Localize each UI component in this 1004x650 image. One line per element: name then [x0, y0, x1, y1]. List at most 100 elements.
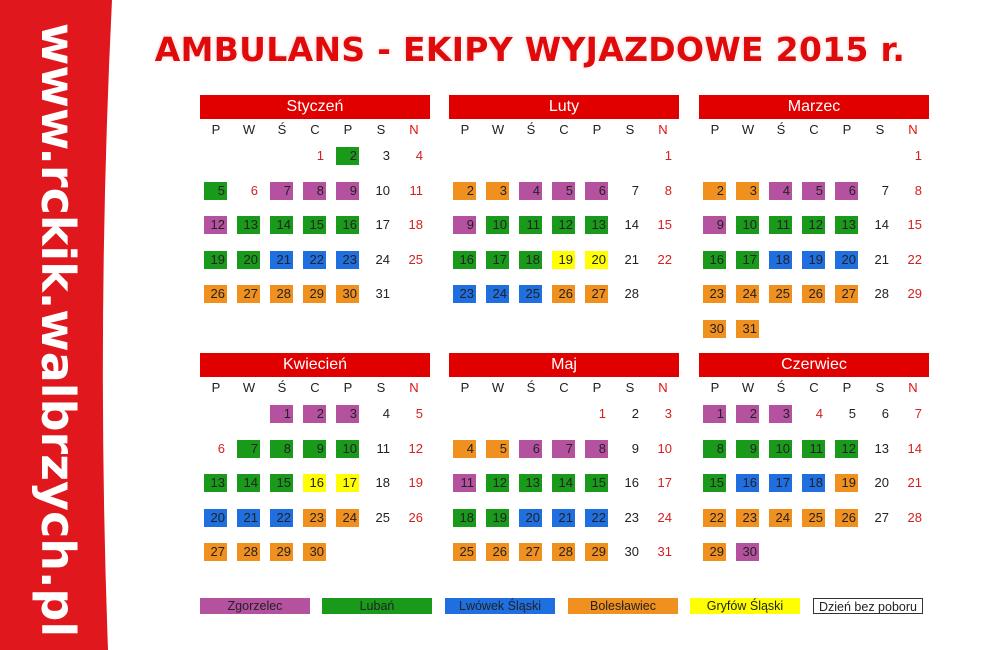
weekday-label: Ś	[277, 122, 287, 137]
weekday-label: P	[460, 122, 470, 137]
weekday-label: P	[460, 380, 470, 395]
day-cell: 12	[802, 216, 825, 234]
day-cell: 15	[657, 217, 672, 232]
day-cell: 25	[769, 285, 792, 303]
day-cell: 21	[624, 251, 639, 267]
weekday-label: C	[310, 380, 320, 395]
day-cell: 3	[382, 148, 390, 163]
day-cell: 20	[835, 250, 858, 269]
day-cell: 16	[336, 216, 359, 234]
day-cell: 31	[375, 286, 390, 301]
weekday-label: Ś	[776, 380, 786, 395]
day-cell: 3	[736, 181, 759, 200]
day-cell: 31	[736, 319, 759, 338]
day-cell: 15	[303, 216, 326, 234]
day-cell: 19	[552, 250, 575, 269]
day-cell: 21	[552, 508, 575, 527]
day-cell: 26	[204, 285, 227, 303]
weekday-label: C	[310, 122, 320, 137]
day-cell: 10	[657, 440, 672, 456]
day-cell: 20	[204, 508, 227, 527]
day-cell: 2	[736, 405, 759, 423]
day-cell: 12	[204, 216, 227, 234]
weekday-label: S	[625, 380, 635, 395]
day-cell: 7	[270, 181, 293, 200]
day-cell: 16	[453, 250, 476, 269]
day-cell: 23	[336, 250, 359, 269]
day-cell: 24	[375, 251, 390, 267]
day-cell: 11	[802, 439, 825, 458]
day-cell: 24	[657, 509, 672, 525]
day-cell: 6	[250, 182, 258, 198]
day-cell: 10	[769, 439, 792, 458]
day-cell: 30	[624, 544, 639, 559]
day-cell: 14	[270, 216, 293, 234]
day-cell: 28	[874, 286, 889, 301]
day-cell: 15	[270, 474, 293, 492]
day-cell: 16	[303, 474, 326, 492]
day-cell: 21	[270, 250, 293, 269]
weekday-label: S	[875, 380, 885, 395]
weekday-label: W	[242, 122, 256, 137]
day-cell: 12	[552, 216, 575, 234]
day-cell: 15	[907, 217, 922, 232]
day-cell: 19	[408, 475, 423, 490]
weekday-label: P	[592, 122, 602, 137]
weekday-label: N	[409, 122, 419, 137]
month-1: Luty P W Ś C P S N 1 2 3 4 5 6 7 8 9 10 11 12 13 14 15 16 17 18 19…	[449, 95, 679, 355]
day-cell: 16	[736, 474, 759, 492]
day-cell: 18	[408, 217, 423, 232]
day-cell: 7	[881, 182, 889, 198]
day-cell: 28	[624, 286, 639, 301]
weekday-label: W	[491, 122, 505, 137]
day-cell: 24	[769, 508, 792, 527]
day-cell: 22	[585, 508, 608, 527]
day-cell: 13	[835, 216, 858, 234]
day-cell: 14	[874, 217, 889, 232]
day-cell: 8	[270, 439, 293, 458]
weekday-label: N	[908, 380, 918, 395]
day-cell: 22	[703, 508, 726, 527]
day-cell: 2	[303, 405, 326, 423]
weekday-label: N	[658, 380, 668, 395]
day-cell: 12	[486, 474, 509, 492]
day-cell: 6	[881, 406, 889, 421]
day-cell: 15	[585, 474, 608, 492]
day-cell: 5	[802, 181, 825, 200]
legend-item: Lwówek Śląski	[445, 598, 555, 614]
weekday-label: Ś	[776, 122, 786, 137]
day-cell: 6	[217, 440, 225, 456]
day-cell: 3	[769, 405, 792, 423]
weekday-label: P	[842, 122, 852, 137]
day-cell: 19	[802, 250, 825, 269]
day-cell: 20	[237, 250, 260, 269]
day-cell: 13	[237, 216, 260, 234]
day-cell: 18	[802, 474, 825, 492]
day-cell: 10	[336, 439, 359, 458]
day-cell: 1	[598, 406, 606, 421]
month-4: Maj P W Ś C P S N 1 2 3 4 5 6 7 8 9 10 11 12 13 14 15 16 17 18 19 2…	[449, 353, 679, 613]
day-cell: 22	[303, 250, 326, 269]
day-cell: 25	[519, 285, 542, 303]
weekday-label: C	[809, 380, 819, 395]
day-cell: 11	[376, 440, 391, 456]
day-cell: 27	[835, 285, 858, 303]
day-cell: 8	[914, 182, 922, 198]
day-cell: 4	[382, 406, 390, 421]
day-cell: 28	[552, 543, 575, 561]
weekday-label: C	[809, 122, 819, 137]
day-cell: 2	[703, 181, 726, 200]
day-cell: 14	[907, 440, 922, 456]
day-cell: 20	[874, 475, 889, 490]
day-cell: 4	[519, 181, 542, 200]
day-cell: 23	[453, 285, 476, 303]
month-header: Czerwiec	[699, 353, 929, 377]
day-cell: 23	[624, 509, 639, 525]
weekday-label: S	[625, 122, 635, 137]
day-cell: 17	[736, 250, 759, 269]
day-cell: 18	[375, 475, 390, 490]
weekday-label: S	[376, 380, 386, 395]
day-cell: 28	[237, 543, 260, 561]
weekday-label: W	[491, 380, 505, 395]
day-cell: 27	[204, 543, 227, 561]
